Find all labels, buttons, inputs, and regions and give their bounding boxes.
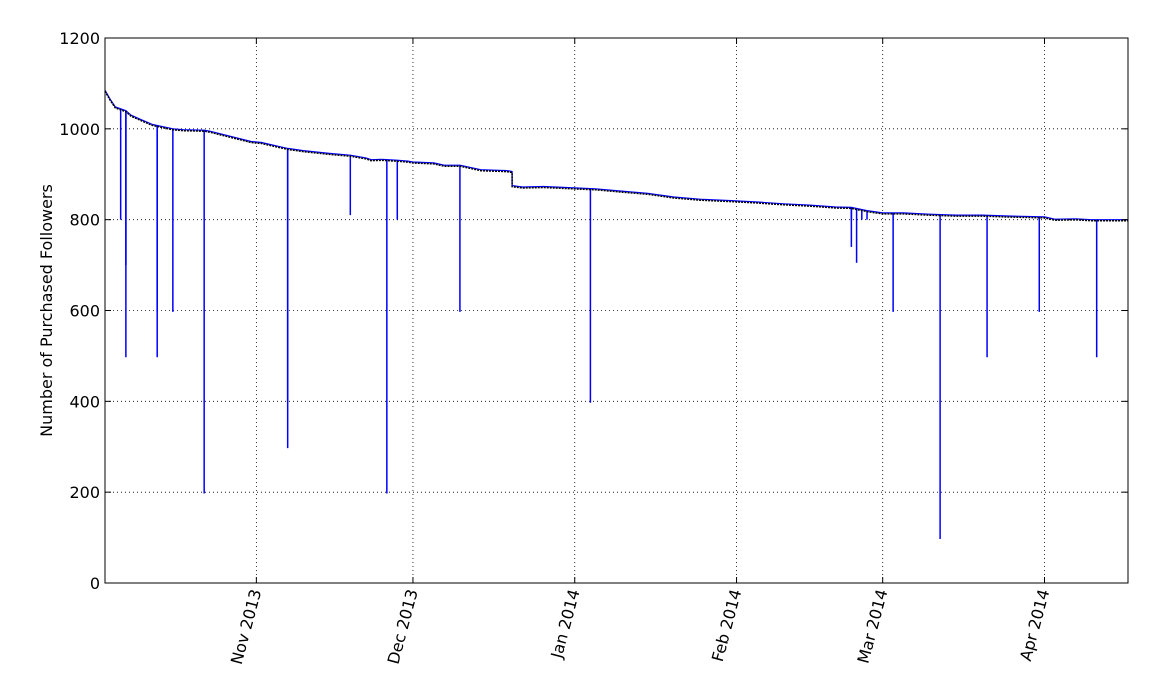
follower-count-line xyxy=(104,89,1128,221)
y-tick-label: 1200 xyxy=(59,29,100,48)
y-tick-label: 1000 xyxy=(59,120,100,139)
y-tick-label: 200 xyxy=(69,483,100,502)
y-tick-label: 600 xyxy=(69,302,100,321)
y-axis-label: Number of Purchased Followers xyxy=(37,184,56,437)
y-tick-label: 800 xyxy=(69,211,100,230)
plot-area xyxy=(104,89,1128,539)
y-tick-label: 0 xyxy=(90,574,100,593)
follower-count-markers xyxy=(104,90,1128,222)
y-axis: 0 200 400 600 800 1000 1200 xyxy=(59,29,1128,593)
grid xyxy=(105,38,1128,583)
y-tick-label: 400 xyxy=(69,392,100,411)
